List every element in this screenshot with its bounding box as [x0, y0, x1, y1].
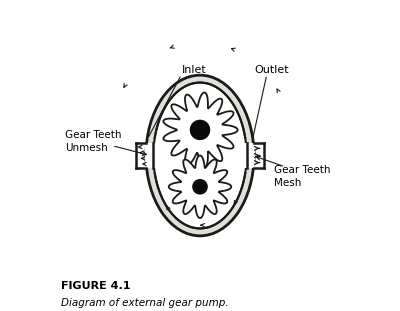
Polygon shape [169, 156, 231, 218]
Polygon shape [164, 92, 238, 167]
Text: FIGURE 4.1: FIGURE 4.1 [61, 281, 130, 290]
Text: Gear Teeth
Unmesh: Gear Teeth Unmesh [65, 130, 122, 153]
Text: Diagram of external gear pump.: Diagram of external gear pump. [61, 298, 228, 308]
Text: Inlet: Inlet [182, 65, 206, 75]
Bar [245, 143, 256, 168]
Ellipse shape [146, 75, 254, 236]
Circle shape [192, 179, 208, 195]
Text: Outlet: Outlet [254, 65, 289, 75]
Text: Gear Teeth
Mesh: Gear Teeth Mesh [274, 165, 330, 188]
Ellipse shape [153, 82, 247, 229]
Bar [144, 143, 155, 168]
Circle shape [190, 120, 210, 140]
